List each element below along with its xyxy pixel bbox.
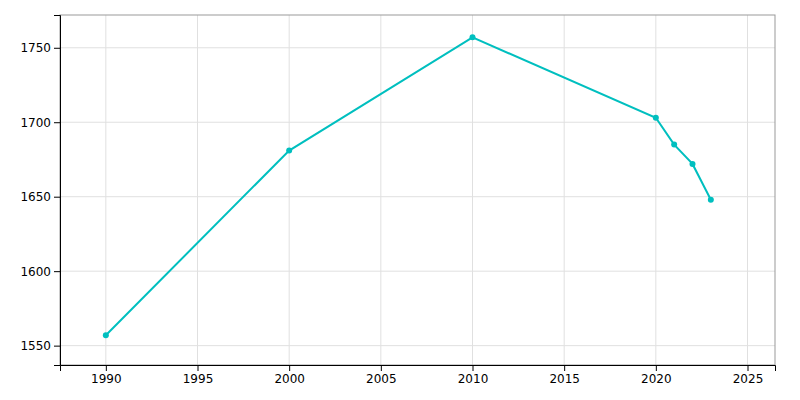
line <box>106 37 711 335</box>
x-tick-mark <box>381 365 382 371</box>
grid-line-y <box>60 47 775 48</box>
y-tick-mark <box>54 271 60 272</box>
grid <box>60 15 775 365</box>
chart: 1990 1995 2000 2005 2010 2015 2020 2025 1550 1600… <box>0 0 800 400</box>
grid-line-y <box>60 196 775 197</box>
x-tick-mark <box>106 365 107 371</box>
y-tick-mark <box>54 122 60 123</box>
grid-line-x <box>472 15 473 365</box>
grid-line-x <box>289 15 290 365</box>
x-tick: 2020 <box>641 365 672 386</box>
x-tick-mark <box>289 365 290 371</box>
y-axis-line <box>54 16 61 366</box>
point <box>470 34 476 40</box>
x-tick-label: 2015 <box>549 372 580 386</box>
x-tick: 1995 <box>183 365 214 386</box>
y-tick-mark <box>54 48 60 49</box>
grid-line-x <box>655 15 656 365</box>
grid-line-x <box>197 15 198 365</box>
point <box>708 197 714 203</box>
y-tick-label: 1600 <box>20 265 51 279</box>
y-tick: 1750 <box>20 41 60 55</box>
x-axis-line <box>61 366 776 372</box>
x-tick-mark <box>198 365 199 371</box>
point <box>690 161 696 167</box>
x-tick-mark <box>473 365 474 371</box>
y-tick: 1550 <box>20 339 60 353</box>
y-tick-mark <box>54 197 60 198</box>
x-tick-label: 2020 <box>641 372 672 386</box>
y-tick-label: 1750 <box>20 41 51 55</box>
grid-line-x <box>105 15 106 365</box>
x-tick-label: 1995 <box>183 372 214 386</box>
y-tick: 1600 <box>20 265 60 279</box>
x-tick: 2025 <box>733 365 764 386</box>
y-tick: 1650 <box>20 190 60 204</box>
x-tick: 2000 <box>274 365 305 386</box>
x-tick-mark <box>564 365 565 371</box>
grid-line-y <box>60 271 775 272</box>
x-tick-label: 2005 <box>366 372 397 386</box>
point <box>653 115 659 121</box>
y-tick-mark <box>54 346 60 347</box>
marks <box>103 34 714 338</box>
y-axis: 1550 1600 1650 1700 1750 <box>20 16 60 366</box>
grid-line-x <box>380 15 381 365</box>
x-tick: 2010 <box>458 365 489 386</box>
plot-frame <box>60 15 775 365</box>
grid-line-y <box>60 345 775 346</box>
y-tick-label: 1700 <box>20 116 51 130</box>
y-tick: 1700 <box>20 116 60 130</box>
x-tick-mark <box>748 365 749 371</box>
plot: 1990 1995 2000 2005 2010 2015 2020 2025 1550 1600… <box>20 15 775 386</box>
x-tick: 1990 <box>91 365 122 386</box>
point <box>103 332 109 338</box>
x-axis: 1990 1995 2000 2005 2010 2015 2020 2025 <box>61 365 776 386</box>
x-tick: 2015 <box>549 365 580 386</box>
x-tick-label: 2000 <box>274 372 305 386</box>
y-tick-label: 1550 <box>20 339 51 353</box>
x-tick-label: 2025 <box>733 372 764 386</box>
y-tick-label: 1650 <box>20 190 51 204</box>
grid-line-y <box>60 122 775 123</box>
x-tick-label: 1990 <box>91 372 122 386</box>
point <box>671 142 677 148</box>
grid-line-x <box>747 15 748 365</box>
grid-line-x <box>564 15 565 365</box>
x-tick: 2005 <box>366 365 397 386</box>
x-tick-label: 2010 <box>458 372 489 386</box>
point <box>286 148 292 154</box>
x-tick-mark <box>656 365 657 371</box>
